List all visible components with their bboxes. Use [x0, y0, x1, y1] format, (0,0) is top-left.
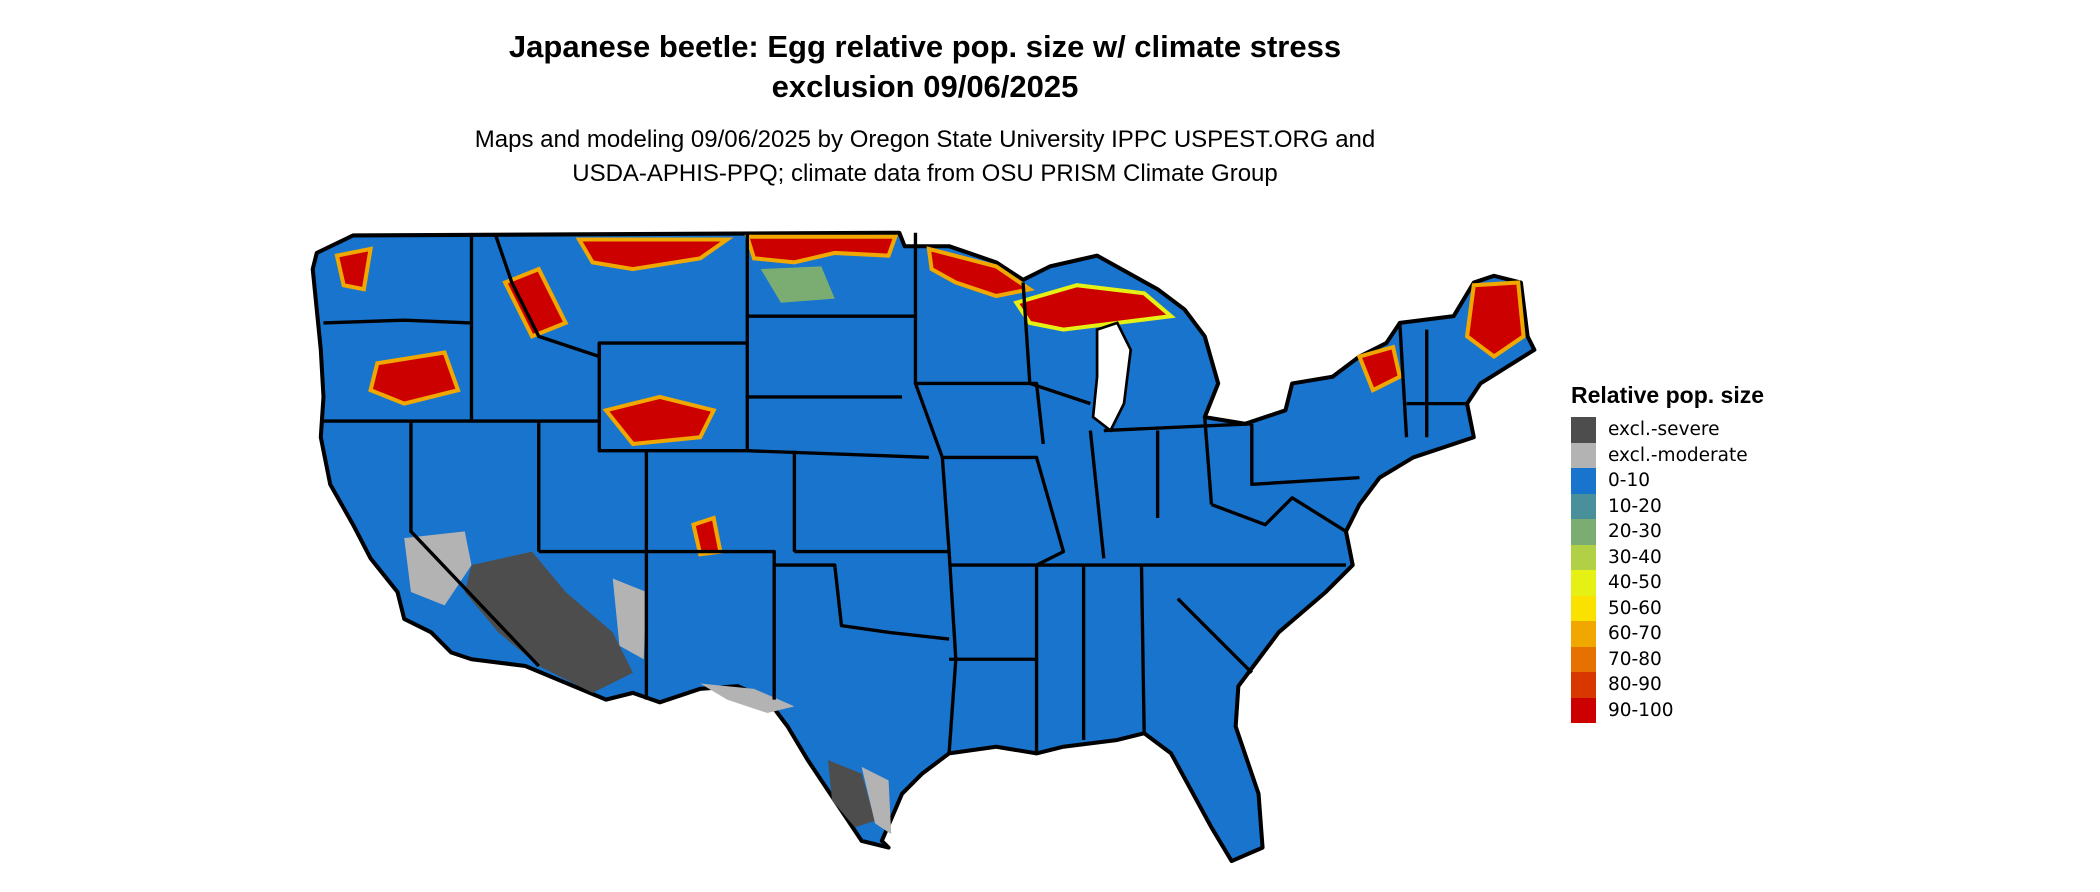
- high-pop-area: [1464, 280, 1526, 360]
- legend-swatch: [1571, 672, 1596, 698]
- legend-item: 70-80: [1571, 646, 1764, 672]
- lake-michigan: [1091, 321, 1133, 433]
- legend-label: 40-50: [1608, 572, 1662, 594]
- legend-item: 20-30: [1571, 519, 1764, 545]
- legend-label: 50-60: [1608, 597, 1662, 619]
- high-pop-area: [1356, 344, 1403, 393]
- legend-item: excl.-severe: [1571, 417, 1764, 443]
- map-subtitle-line-2: USDA-APHIS-PPQ; climate data from OSU PR…: [572, 160, 1278, 187]
- legend-swatch: [1571, 519, 1596, 545]
- legend: Relative pop. size excl.-severe excl.-mod…: [1571, 380, 1764, 723]
- excl-moderate-area: [612, 578, 647, 660]
- legend-label: excl.-moderate: [1608, 444, 1748, 466]
- legend-label: 20-30: [1608, 521, 1662, 543]
- high-pop-area: [368, 350, 461, 406]
- legend-item: 80-90: [1571, 672, 1764, 698]
- legend-swatch: [1571, 595, 1596, 621]
- legend-label: 80-90: [1608, 674, 1662, 696]
- high-pop-area: [575, 237, 734, 272]
- high-pop-area: [602, 394, 717, 447]
- legend-label: 90-100: [1608, 699, 1674, 721]
- legend-label: 30-40: [1608, 546, 1662, 568]
- legend-swatch: [1571, 621, 1596, 647]
- exclusion-zones: [404, 531, 892, 835]
- legend-swatch: [1571, 417, 1596, 443]
- legend-label: excl.-severe: [1608, 419, 1720, 441]
- legend-item: 30-40: [1571, 544, 1764, 570]
- excl-severe-area: [464, 551, 633, 693]
- map-subtitle-line-1: Maps and modeling 09/06/2025 by Oregon S…: [474, 126, 1376, 153]
- legend-swatch: [1571, 442, 1596, 468]
- high-pop-area: [691, 515, 723, 557]
- high-pop-zones: [334, 234, 1526, 557]
- high-pop-area: [744, 234, 899, 265]
- state-boundaries: [320, 232, 1468, 754]
- legend-item: 60-70: [1571, 621, 1764, 647]
- legend-swatch: [1571, 544, 1596, 570]
- legend-swatch: [1571, 646, 1596, 672]
- legend-item: 40-50: [1571, 570, 1764, 596]
- excl-moderate-area: [861, 766, 892, 835]
- legend-item: 0-10: [1571, 468, 1764, 494]
- high-pop-area: [1013, 283, 1176, 332]
- legend-swatch: [1571, 697, 1596, 723]
- high-pop-area: [502, 266, 569, 339]
- legend-swatch: [1571, 570, 1596, 596]
- moderate-pop-area: [760, 266, 835, 303]
- high-pop-area: [334, 246, 374, 292]
- excl-moderate-area: [404, 531, 472, 606]
- legend-item: 10-20: [1571, 493, 1764, 519]
- legend-title: Relative pop. size: [1571, 382, 1765, 408]
- map-title-line-2: exclusion 09/06/2025: [771, 69, 1079, 104]
- legend-swatch: [1571, 468, 1596, 494]
- legend-label: 60-70: [1608, 623, 1662, 645]
- legend-item: 90-100: [1571, 697, 1764, 723]
- legend-item: 50-60: [1571, 595, 1764, 621]
- us-outline: [310, 230, 1537, 864]
- legend-label: 10-20: [1608, 495, 1662, 517]
- high-pop-area: [926, 246, 1035, 299]
- legend-swatch: [1571, 493, 1596, 519]
- excl-severe-area: [828, 760, 876, 828]
- legend-item: excl.-moderate: [1571, 442, 1764, 468]
- legend-label: 70-80: [1608, 648, 1662, 670]
- legend-items: excl.-severe excl.-moderate 0-10 10-20 20-30…: [1571, 417, 1764, 723]
- excl-moderate-area: [700, 683, 795, 714]
- legend-label: 0-10: [1608, 470, 1650, 492]
- map-title-line-1: Japanese beetle: Egg relative pop. size …: [508, 29, 1342, 64]
